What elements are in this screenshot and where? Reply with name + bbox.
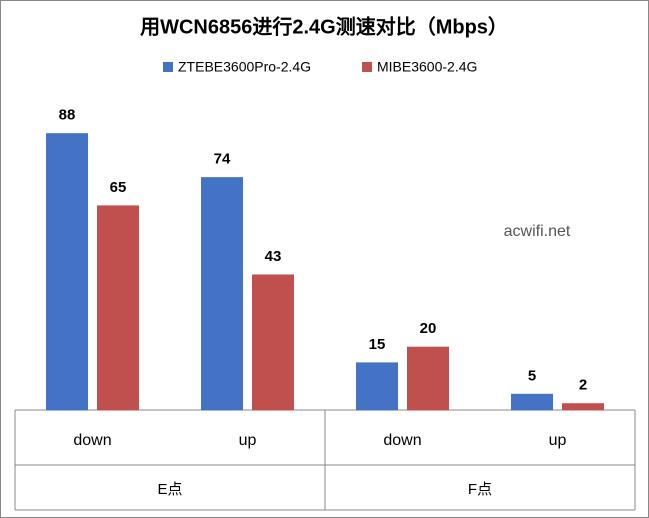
data-label: 20 — [420, 320, 437, 337]
legend-swatch — [362, 62, 372, 72]
chart-title: 用WCN6856进行2.4G测速对比（Mbps） — [140, 14, 508, 38]
bar — [97, 205, 139, 411]
data-label: 74 — [214, 151, 231, 168]
legend-swatch — [163, 62, 173, 72]
bar — [46, 133, 88, 411]
x-tick-label: down — [73, 432, 111, 449]
group-label: E点 — [157, 481, 182, 498]
x-tick-label: down — [383, 432, 421, 449]
data-label: 5 — [528, 367, 536, 384]
bar — [407, 346, 449, 411]
legend-label: ZTEBE3600Pro-2.4G — [178, 59, 311, 75]
watermark: acwifi.net — [504, 223, 571, 240]
data-label: 15 — [369, 336, 386, 353]
legend-label: MIBE3600-2.4G — [377, 59, 477, 75]
data-label: 88 — [59, 107, 76, 124]
data-label: 43 — [265, 248, 282, 265]
bar — [252, 274, 294, 411]
data-label: 65 — [110, 179, 127, 196]
data-label: 2 — [579, 377, 587, 394]
bar — [201, 177, 243, 411]
group-label: F点 — [468, 481, 492, 498]
bar — [562, 403, 604, 411]
x-tick-label: up — [549, 432, 567, 449]
x-tick-label: up — [239, 432, 257, 449]
bar — [356, 362, 398, 411]
bar — [511, 393, 553, 411]
